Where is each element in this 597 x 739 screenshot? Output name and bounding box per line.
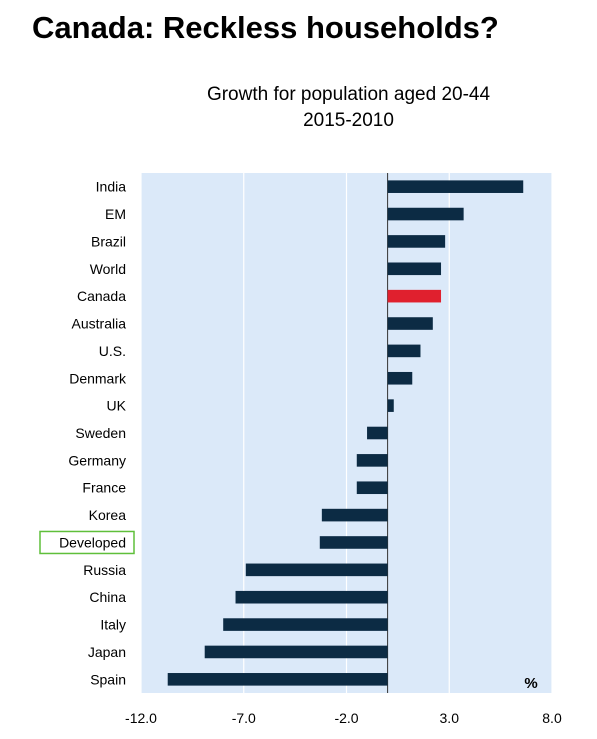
- category-label: UK: [107, 398, 127, 414]
- bar-korea: [321, 508, 388, 522]
- unit-label: %: [524, 675, 537, 692]
- bar-em: [387, 207, 464, 221]
- category-label: Denmark: [69, 370, 127, 386]
- category-label: Sweden: [75, 425, 126, 441]
- category-label: Korea: [89, 507, 127, 523]
- bar-russia: [245, 563, 388, 577]
- page-title: Canada: Reckless households?: [32, 10, 499, 45]
- category-label: World: [90, 261, 126, 277]
- x-tick-label: -7.0: [232, 710, 256, 726]
- bar-china: [235, 590, 388, 604]
- bar-germany: [356, 454, 388, 467]
- bar-uk: [387, 399, 394, 412]
- category-label: U.S.: [99, 343, 126, 359]
- category-label: Brazil: [91, 233, 126, 249]
- category-label: Australia: [72, 316, 127, 332]
- bar-sweden: [367, 426, 388, 440]
- bar-developed: [319, 536, 388, 549]
- category-label: EM: [105, 206, 126, 222]
- category-label: China: [89, 589, 126, 605]
- category-label: Germany: [68, 452, 126, 468]
- x-tick-label: 8.0: [542, 710, 562, 726]
- chart-subtitle: 2015-2010: [303, 110, 394, 131]
- x-tick-label: 3.0: [440, 710, 460, 726]
- category-label: France: [82, 480, 126, 496]
- category-label: Japan: [88, 644, 126, 660]
- chart-title: Growth for population aged 20-44: [206, 84, 491, 105]
- bar-australia: [387, 317, 433, 330]
- highlight-label-box: [39, 530, 135, 555]
- category-label: Russia: [83, 562, 126, 578]
- category-label: Spain: [90, 671, 126, 687]
- bar-france: [356, 481, 388, 495]
- x-tick-label: -12.0: [125, 710, 157, 726]
- bar-denmark: [387, 371, 413, 385]
- chart-title-block: Growth for population aged 20-44 2015-20…: [0, 82, 597, 134]
- bar-canada: [387, 289, 442, 303]
- category-label: Canada: [77, 288, 126, 304]
- bar-india: [387, 180, 524, 193]
- bar-world: [387, 262, 442, 276]
- category-label: India: [96, 179, 127, 195]
- bar-japan: [204, 645, 388, 659]
- bar-spain: [167, 673, 388, 686]
- category-label: Developed: [59, 534, 126, 550]
- bar-italy: [223, 618, 388, 631]
- category-label: Italy: [100, 617, 126, 633]
- bar-brazil: [387, 235, 446, 248]
- bar-us: [387, 344, 421, 358]
- x-tick-label: -2.0: [334, 710, 358, 726]
